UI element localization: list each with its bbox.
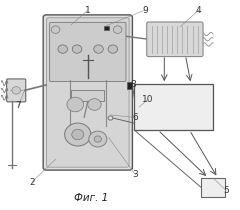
- FancyBboxPatch shape: [7, 79, 26, 102]
- Circle shape: [51, 26, 60, 33]
- Circle shape: [12, 87, 20, 94]
- Circle shape: [89, 131, 107, 147]
- Text: 6: 6: [133, 113, 138, 122]
- Circle shape: [113, 26, 122, 33]
- Bar: [127, 83, 132, 89]
- Circle shape: [94, 136, 101, 142]
- FancyBboxPatch shape: [43, 15, 132, 170]
- Text: 4: 4: [196, 6, 202, 14]
- Text: Фиг. 1: Фиг. 1: [74, 193, 108, 203]
- Circle shape: [108, 116, 113, 120]
- FancyBboxPatch shape: [147, 22, 203, 57]
- Circle shape: [108, 45, 118, 53]
- Bar: [134, 84, 213, 130]
- Circle shape: [58, 45, 67, 53]
- Text: 9: 9: [142, 6, 148, 14]
- FancyBboxPatch shape: [50, 22, 126, 81]
- Bar: [104, 26, 108, 30]
- Circle shape: [65, 123, 91, 146]
- Circle shape: [72, 129, 84, 140]
- Text: 8: 8: [130, 80, 136, 89]
- Circle shape: [72, 45, 82, 53]
- Text: 3: 3: [133, 170, 138, 179]
- Bar: [201, 178, 225, 197]
- Text: 10: 10: [142, 95, 153, 104]
- Circle shape: [94, 45, 103, 53]
- Text: 1: 1: [85, 6, 91, 14]
- Circle shape: [88, 99, 101, 110]
- Circle shape: [67, 97, 84, 112]
- Text: 2: 2: [29, 178, 35, 187]
- FancyBboxPatch shape: [47, 18, 129, 167]
- Text: 7: 7: [16, 101, 21, 109]
- Bar: [71, 90, 104, 101]
- Text: 5: 5: [223, 186, 229, 195]
